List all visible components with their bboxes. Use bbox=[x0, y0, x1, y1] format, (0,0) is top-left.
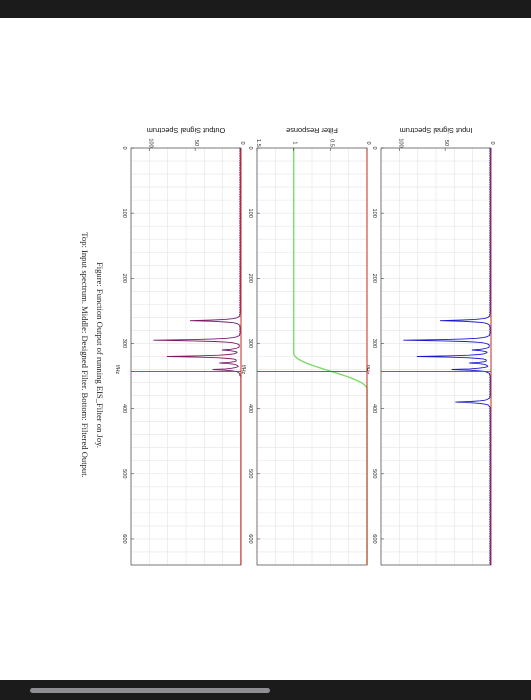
x-tick-label: 400 bbox=[247, 404, 253, 413]
input-spectrum-plot: 0 100 200 300 400 500 600 0 50 100 Input Signal Sp… bbox=[364, 126, 495, 566]
x-tick-label: 600 bbox=[371, 534, 377, 543]
y-tick-label: 0 bbox=[365, 141, 371, 144]
x-tick-label: 300 bbox=[371, 339, 377, 348]
spectrum-line bbox=[403, 147, 491, 566]
y-tick-label: 0 bbox=[239, 141, 245, 144]
x-tick-label: 300 bbox=[247, 339, 253, 348]
x-tick-label: 100 bbox=[121, 208, 127, 217]
x-tick-label: 200 bbox=[247, 274, 253, 283]
x-tick-label: 100 bbox=[371, 208, 377, 217]
y-tick-label: 0.5 bbox=[328, 139, 334, 147]
plot-title: Filter Response bbox=[286, 126, 338, 135]
x-tick-label: 200 bbox=[371, 274, 377, 283]
x-axis-label: f/Hz bbox=[114, 365, 120, 375]
y-tick-label: 100 bbox=[397, 138, 403, 147]
x-tick-label: 300 bbox=[121, 339, 127, 348]
scroll-indicator[interactable] bbox=[30, 688, 270, 693]
y-tick-label: 0 bbox=[489, 141, 495, 144]
y-tick-label: 50 bbox=[443, 140, 449, 146]
x-tick-label: 400 bbox=[121, 404, 127, 413]
top-status-bar bbox=[0, 0, 531, 18]
x-axis-label: f/Hz bbox=[240, 365, 246, 375]
x-tick-label: 0 bbox=[371, 146, 377, 149]
x-tick-label: 400 bbox=[371, 404, 377, 413]
y-tick-label: 1 bbox=[292, 141, 298, 144]
x-tick-label: 600 bbox=[121, 534, 127, 543]
plot-title: Output Signal Spectrum bbox=[147, 126, 225, 135]
x-tick-label: 500 bbox=[121, 469, 127, 478]
x-tick-label: 500 bbox=[247, 469, 253, 478]
y-tick-label: 1.5 bbox=[255, 139, 261, 147]
y-tick-label: 50 bbox=[193, 140, 199, 146]
plot-title: Input Signal Spectrum bbox=[400, 126, 473, 135]
x-tick-label: 500 bbox=[371, 469, 377, 478]
x-tick-label: 0 bbox=[121, 146, 127, 149]
filter-response-plot: 0 100 200 300 400 500 600 0 0.5 1 1.5 Filter Respon… bbox=[240, 126, 371, 566]
caption-line-2: Top: Input spectrum. Middle: Designed Fi… bbox=[80, 232, 90, 478]
x-tick-label: 100 bbox=[247, 208, 253, 217]
output-spectrum-plot: 0 100 200 300 400 500 600 0 50 100 Output Signal S… bbox=[114, 126, 245, 566]
x-tick-label: 600 bbox=[247, 534, 253, 543]
caption-line-1: Figure: Function Output of running EIS_F… bbox=[95, 262, 105, 448]
y-tick-label: 100 bbox=[147, 138, 153, 147]
x-tick-label: 0 bbox=[247, 146, 253, 149]
x-tick-label: 200 bbox=[121, 274, 127, 283]
